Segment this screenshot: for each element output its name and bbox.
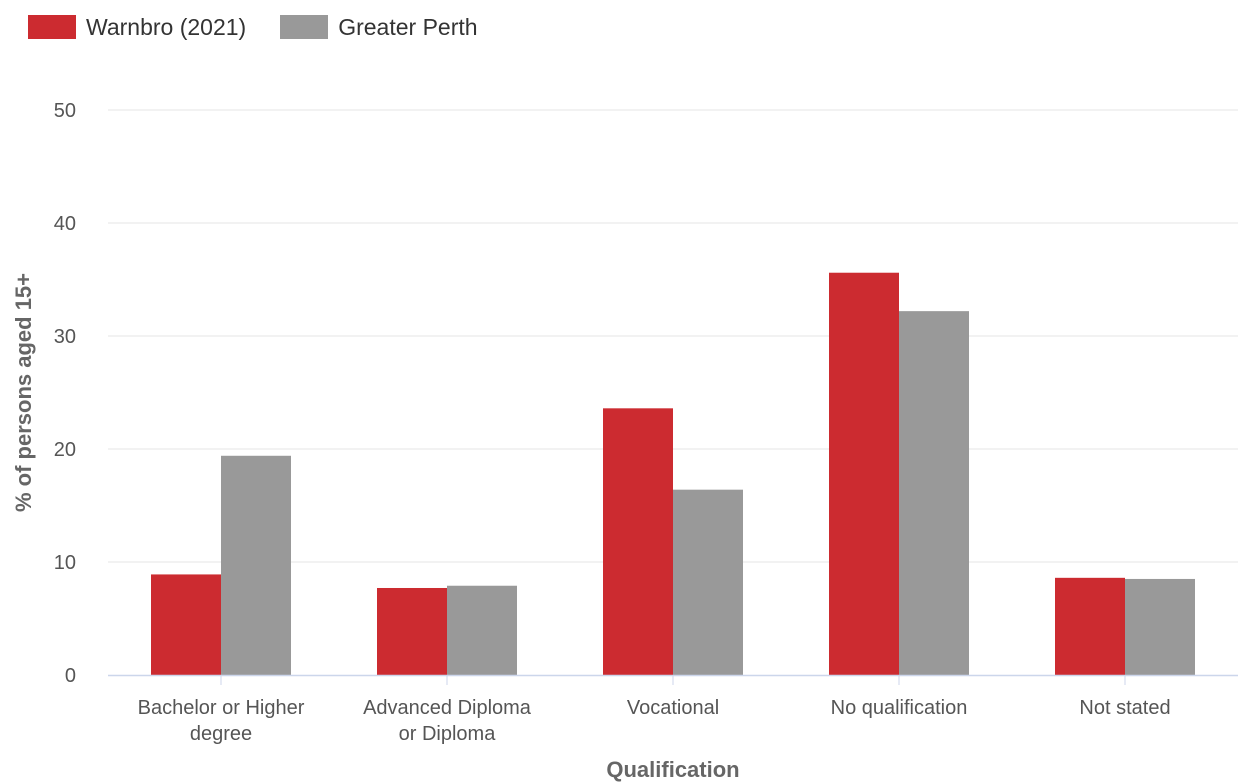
bar-warnbro-0 — [151, 574, 221, 675]
legend-swatch-greater-perth — [280, 15, 329, 39]
y-tick-label-0: 0 — [65, 665, 76, 687]
bar-warnbro-2 — [603, 408, 673, 675]
legend-label-greater-perth: Greater Perth — [338, 13, 478, 40]
bar-warnbro-3 — [829, 272, 899, 675]
x-axis-title: Qualification — [606, 757, 739, 782]
bar-greater-perth-2 — [673, 489, 743, 675]
bar-greater-perth-1 — [447, 585, 517, 675]
x-tick-label-1: Advanced Diploma or Diploma — [363, 697, 532, 745]
y-tick-label-20: 20 — [54, 439, 76, 461]
y-axis-title: % of persons aged 15+ — [11, 273, 36, 512]
legend-label-warnbro: Warnbro (2021) — [86, 13, 247, 40]
y-tick-label-10: 10 — [54, 552, 76, 574]
bar-greater-perth-4 — [1125, 578, 1195, 675]
y-tick-label-50: 50 — [54, 100, 76, 122]
bar-warnbro-4 — [1055, 577, 1125, 675]
x-axis: Bachelor or Higher degree Advanced Diploma… — [108, 674, 1238, 745]
y-axis-ticks: 0 10 20 30 40 50 — [54, 100, 76, 687]
x-tick-label-2: Vocational — [627, 697, 719, 719]
bar-greater-perth-0 — [221, 455, 291, 675]
bar-greater-perth-3 — [899, 311, 969, 675]
chart-legend: Warnbro (2021) Greater Perth — [28, 10, 512, 44]
legend-item-greater-perth[interactable]: Greater Perth — [280, 13, 478, 41]
bar-warnbro-1 — [377, 587, 447, 675]
bars — [151, 272, 1195, 675]
legend-item-warnbro[interactable]: Warnbro (2021) — [28, 14, 246, 41]
legend-swatch-warnbro — [28, 15, 76, 39]
y-tick-label-30: 30 — [54, 326, 76, 348]
y-tick-label-40: 40 — [54, 213, 76, 235]
x-tick-label-0: Bachelor or Higher degree — [138, 697, 305, 745]
x-tick-label-4: Not stated — [1079, 697, 1170, 719]
x-tick-label-3: No qualification — [831, 697, 968, 719]
